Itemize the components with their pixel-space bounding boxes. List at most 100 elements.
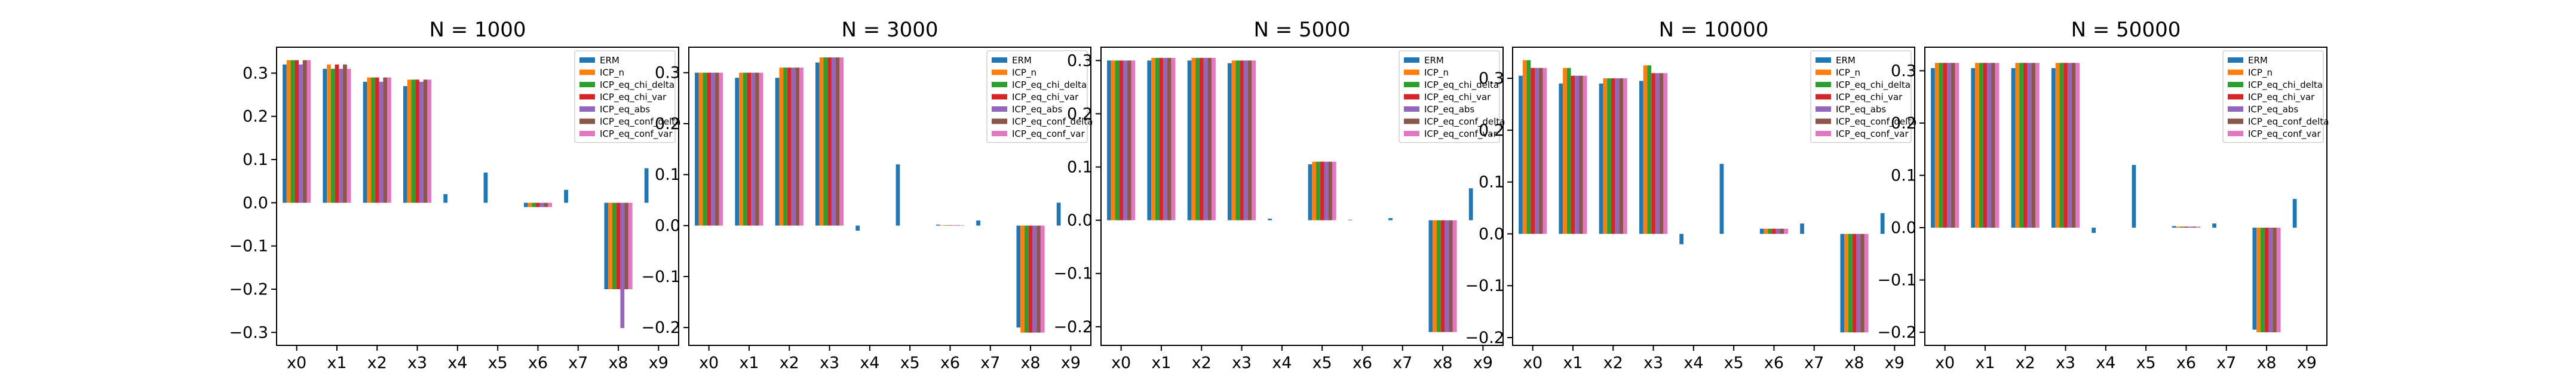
bar-ICP_eq_conf_delta-x0 [1127,60,1131,220]
axes-frame [1512,47,1915,346]
bar-ICP_eq_conf_var-x6 [2196,226,2201,228]
legend-label: ERM [2248,55,2268,66]
bar-ICP_eq_abs-x3 [831,57,836,226]
x-tick-label: x2 [2016,354,2035,372]
y-tick-label: −0.1 [229,237,268,256]
x-tick-label: x1 [1151,354,1171,372]
y-tick-label: 0.1 [1891,166,1916,185]
legend-label: ICP_eq_abs [1424,104,1474,115]
legend-swatch [992,94,1007,100]
legend-swatch [2228,69,2243,75]
bar-ICP_eq_chi_var-x8 [1028,225,1033,333]
bar-ICP_eq_abs-x2 [1203,57,1208,220]
legend-swatch [1404,57,1419,63]
y-tick-label: 0.0 [1891,219,1916,237]
legend-swatch [1816,131,1831,136]
bar-ICP_eq_chi_delta-x3 [2059,63,2064,228]
panel-title: N = 1000 [429,18,526,42]
bar-ERM-x8 [1840,234,1845,333]
bar-ERM-x5 [1308,164,1312,220]
bar-ICP_eq_conf_delta-x5 [1328,161,1332,220]
legend-swatch [1404,69,1419,75]
bar-ICP_eq_conf_delta-x2 [795,68,800,226]
legend-swatch [1404,82,1419,87]
bar-ERM-x7 [1388,218,1393,220]
legend-swatch [2228,94,2243,100]
bar-ERM-x5 [1719,164,1724,234]
bar-ICP_eq_conf_delta-x2 [2031,63,2036,228]
chart-panel-4: −0.2 −0.1 0.0 0.1 0.2 0.3 x0 x1 x2 x3 x4 x5 x6 x7 x8 x9… [1877,18,2329,372]
bar-ERM-x7 [976,220,980,226]
bar-ICP_n-x0 [1934,63,1939,228]
bar-ICP_eq_conf_delta-x1 [1579,75,1583,234]
y-tick-label: 0.0 [1479,225,1504,243]
bar-ICP_eq_conf_delta-x3 [1247,60,1252,220]
legend-label: ICP_eq_chi_var [600,92,667,103]
bar-ICP_n-x0 [286,60,291,203]
bar-ICP_eq_chi_var-x1 [1571,75,1575,234]
x-tick-label: x0 [1935,354,1955,372]
bar-ICP_eq_chi_delta-x8 [2260,228,2265,333]
bar-ICP_eq_chi_var-x3 [1240,60,1244,220]
bar-ICP_eq_conf_delta-x8 [2273,228,2277,333]
x-tick-label: x7 [980,354,1000,372]
x-tick-label: x8 [2256,354,2276,372]
x-tick-label: x2 [1192,354,1212,372]
bar-ICP_eq_conf_delta-x3 [423,79,428,203]
bar-ERM-x0 [283,64,287,203]
bar-ICP_eq_conf_delta-x0 [302,60,307,203]
bar-ERM-x1 [735,78,740,226]
bar-ICP_n-x1 [327,64,331,203]
y-tick-label: −0.1 [1877,271,1916,290]
bar-ICP_eq_conf_delta-x6 [956,225,961,226]
bar-ICP_eq_chi_var-x3 [827,57,832,226]
bar-ICP_eq_chi_delta-x6 [944,225,949,226]
bar-ICP_eq_conf_var-x3 [1663,73,1668,234]
bar-ICP_eq_chi_delta-x3 [411,79,416,203]
x-tick-label: x8 [1433,354,1452,372]
legend-box [574,50,676,143]
x-tick-label: x0 [1111,354,1131,372]
bars [695,57,1061,333]
x-tick-label: x9 [1473,354,1493,372]
bar-ICP_eq_conf_var-x1 [1583,75,1587,234]
bar-ERM-x8 [604,203,609,289]
bar-ERM-x1 [323,69,327,203]
bar-ERM-x4 [443,194,448,203]
bar-ICP_eq_conf_var-x6 [1784,228,1789,234]
legend-swatch [1816,82,1831,87]
y-tick-label: 0.2 [655,115,680,133]
bar-ICP_eq_chi_delta-x3 [823,57,828,226]
bar-ERM-x9 [1468,188,1473,220]
bar-ERM-x9 [644,168,649,203]
y-tick-label: 0.3 [1479,69,1504,88]
x-tick-label: x4 [860,354,879,372]
legend-label: ICP_eq_chi_delta [600,79,674,91]
bar-ICP_n-x6 [1764,228,1768,234]
bar-ERM-x0 [1519,75,1523,234]
x-tick-label: x2 [1603,354,1623,372]
x-tick-label: x4 [2096,354,2115,372]
bar-ICP_eq_chi_delta-x2 [371,77,375,203]
legend-label: ICP_eq_abs [1836,104,1886,115]
bar-ERM-x9 [2292,198,2297,228]
bar-ICP_eq_conf_var-x1 [1995,63,2000,228]
x-tick-label: x8 [608,354,628,372]
y-tick-label: 0.1 [243,151,268,169]
x-tick-label: x9 [1061,354,1081,372]
bar-ICP_n-x8 [1433,220,1437,332]
bar-ERM-x1 [1559,83,1563,234]
x-tick-label: x3 [1232,354,1252,372]
bar-ICP_eq_abs-x1 [751,72,756,226]
bar-ICP_eq_conf_delta-x3 [1659,73,1664,234]
bar-ICP_eq_abs-x2 [791,68,796,226]
bar-ICP_n-x6 [940,225,944,226]
y-tick-label: −0.3 [229,323,268,342]
legend-label: ICP_eq_abs [600,104,650,115]
bar-ICP_eq_abs-x8 [1032,225,1037,333]
bar-ERM-x8 [1016,225,1021,328]
bar-ERM-x6 [1759,228,1764,234]
bar-ICP_eq_chi_delta-x0 [1115,60,1120,220]
legend-swatch [992,82,1007,87]
x-tick-label: x5 [2136,354,2156,372]
